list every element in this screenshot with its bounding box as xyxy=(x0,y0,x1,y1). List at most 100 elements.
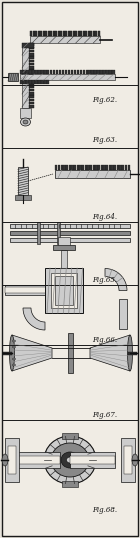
Bar xyxy=(100,70,103,74)
Bar xyxy=(75,31,77,36)
Bar xyxy=(83,70,85,74)
Bar xyxy=(124,446,132,474)
Ellipse shape xyxy=(44,436,96,484)
Bar xyxy=(5,285,50,295)
Bar xyxy=(83,31,85,36)
Bar xyxy=(80,70,82,74)
Bar xyxy=(86,70,88,74)
Bar xyxy=(55,31,57,36)
Bar xyxy=(94,70,97,74)
Bar xyxy=(128,165,130,170)
Bar xyxy=(5,438,19,482)
Bar xyxy=(68,70,70,74)
Ellipse shape xyxy=(12,340,16,342)
Bar xyxy=(29,56,34,59)
Bar xyxy=(91,70,94,74)
Bar xyxy=(23,70,26,74)
Bar xyxy=(29,82,34,85)
Ellipse shape xyxy=(66,457,74,463)
Bar xyxy=(70,31,72,36)
Bar xyxy=(37,222,39,244)
Bar xyxy=(29,69,34,72)
Bar xyxy=(109,70,112,74)
Bar xyxy=(48,31,50,36)
Bar xyxy=(73,31,75,36)
Bar xyxy=(51,273,77,308)
Bar xyxy=(29,95,34,98)
Text: Fig.64.: Fig.64. xyxy=(92,213,118,221)
Bar xyxy=(20,74,115,80)
Bar xyxy=(106,70,109,74)
Bar xyxy=(29,53,34,56)
Bar xyxy=(43,31,45,36)
Bar xyxy=(35,80,38,84)
Bar xyxy=(103,165,106,170)
Ellipse shape xyxy=(61,452,79,468)
Bar xyxy=(61,165,63,170)
Bar xyxy=(29,50,34,52)
Bar xyxy=(35,70,38,74)
Bar xyxy=(29,66,34,69)
Bar xyxy=(30,36,100,43)
Bar xyxy=(62,433,78,439)
Bar xyxy=(63,165,66,170)
Bar xyxy=(10,238,130,242)
Bar xyxy=(128,351,137,355)
Ellipse shape xyxy=(12,346,16,348)
Bar xyxy=(98,31,100,36)
Bar xyxy=(20,108,31,118)
Text: Fig.68.: Fig.68. xyxy=(92,506,118,514)
Bar xyxy=(78,31,80,36)
Bar xyxy=(85,165,87,170)
Bar xyxy=(74,165,76,170)
Bar xyxy=(77,165,79,170)
Bar xyxy=(58,165,60,170)
Bar xyxy=(33,31,35,36)
Ellipse shape xyxy=(128,335,132,371)
Bar xyxy=(15,195,31,200)
Polygon shape xyxy=(105,268,127,291)
Text: Fig.63.: Fig.63. xyxy=(92,136,118,144)
Ellipse shape xyxy=(23,120,28,124)
Bar xyxy=(23,80,26,84)
Bar xyxy=(5,287,50,293)
Bar xyxy=(55,276,73,305)
Bar xyxy=(121,438,135,482)
Bar xyxy=(55,170,130,178)
Bar xyxy=(87,165,90,170)
Bar xyxy=(29,98,34,101)
Text: Fig.62.: Fig.62. xyxy=(92,96,118,104)
Bar xyxy=(90,165,92,170)
Bar xyxy=(58,31,60,36)
Bar xyxy=(38,70,41,74)
Bar xyxy=(101,165,103,170)
Bar xyxy=(55,165,58,170)
Bar xyxy=(22,43,29,108)
Bar xyxy=(114,165,116,170)
Bar xyxy=(10,231,130,235)
Bar xyxy=(35,31,37,36)
Bar xyxy=(32,80,35,84)
Bar xyxy=(32,70,35,74)
Bar xyxy=(68,333,73,373)
Text: Fig.67.: Fig.67. xyxy=(92,411,118,419)
Bar xyxy=(40,31,42,36)
Bar xyxy=(10,224,130,228)
Ellipse shape xyxy=(10,335,15,371)
Bar xyxy=(82,165,84,170)
Bar xyxy=(74,70,76,74)
Ellipse shape xyxy=(2,454,8,466)
Ellipse shape xyxy=(20,118,31,126)
Polygon shape xyxy=(23,308,45,330)
Bar xyxy=(26,80,29,84)
Bar xyxy=(8,73,18,81)
Bar xyxy=(88,31,90,36)
Bar xyxy=(122,165,124,170)
Bar xyxy=(63,31,65,36)
Bar xyxy=(98,165,100,170)
Bar xyxy=(53,245,75,250)
Bar xyxy=(119,299,127,329)
Bar xyxy=(93,31,95,36)
Bar xyxy=(29,76,34,79)
Bar xyxy=(117,165,119,170)
